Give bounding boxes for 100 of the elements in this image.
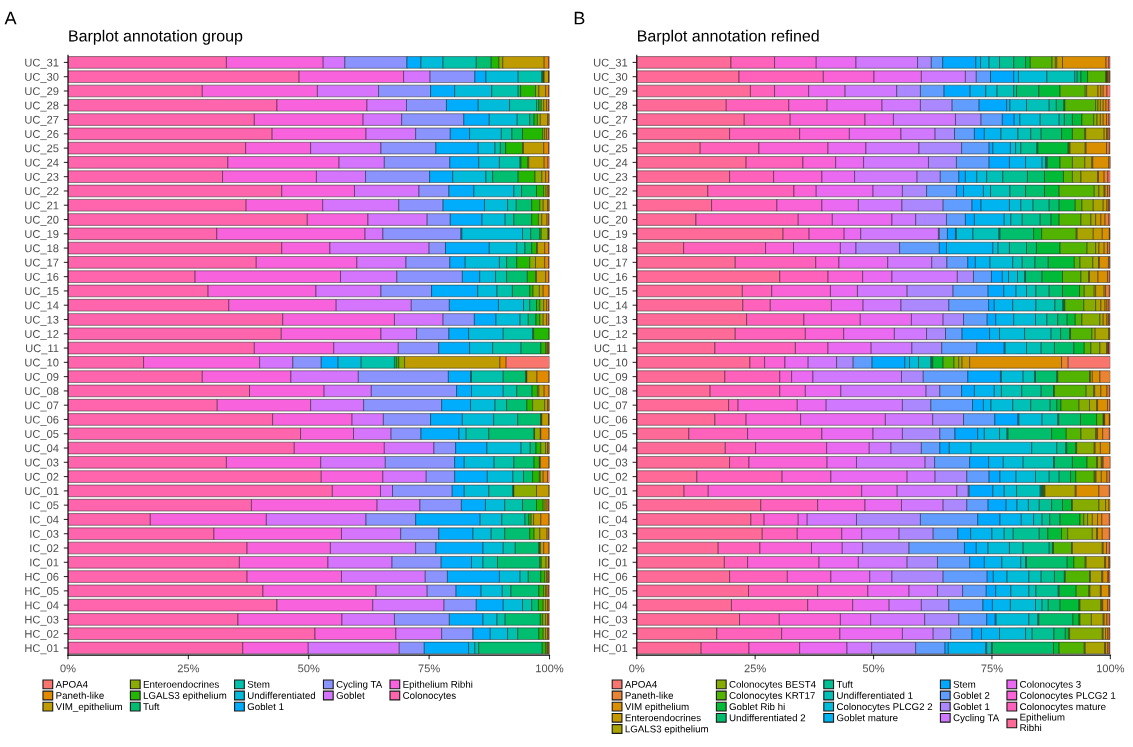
y-tick-label: UC_21 [593,201,628,212]
y-tick-label: IC_03 [30,529,59,540]
y-tick-label: UC_15 [593,287,628,298]
x-tick-label: 50% [298,664,320,673]
legend-label: Colonocytes KRT17 [729,691,815,701]
y-tick-label: UC_19 [25,230,59,241]
y-tick-label: UC_12 [593,330,628,341]
y-tick-label: UC_30 [593,72,628,83]
x-tick-label: 25% [744,664,766,673]
y-tick-label: UC_03 [593,458,628,469]
y-tick-label: UC_26 [25,130,59,141]
legend-label: APOA4 [55,680,88,688]
chart-title: Barplot annotation group [69,29,243,45]
y-tick-label: UC_25 [593,144,628,155]
y-tick-label: HC_03 [25,615,59,626]
x-tick-label: 75% [981,664,1003,673]
y-tick-label: UC_27 [25,115,59,126]
y-tick-label: UC_22 [25,187,59,198]
x-tick-label: 100% [536,664,564,673]
y-tick-label: UC_18 [25,244,59,255]
y-tick-label: UC_23 [593,172,628,183]
y-tick-label: UC_11 [26,344,59,355]
y-tick-label: UC_05 [25,430,59,440]
x-tick-label: 25% [177,664,200,673]
legend-label: Paneth-like [56,691,104,699]
y-tick-label: UC_14 [25,301,59,312]
legend-label: VIM epithelium [624,702,689,713]
y-tick-label: UC_21 [25,201,59,212]
legend-label: Undifferentiated 2 [729,714,806,722]
y-tick-label: UC_24 [25,158,59,169]
y-tick-label: IC_05 [599,501,628,512]
legend-label: Goblet 1 [247,702,284,711]
y-tick-label: UC_11 [594,344,628,355]
y-tick-label: UC_07 [593,401,628,412]
y-tick-label: UC_16 [25,272,59,283]
y-tick-label: UC_18 [593,244,628,255]
y-tick-label: UC_30 [25,72,59,83]
y-tick-label: UC_17 [25,258,59,269]
y-tick-label: UC_09 [25,372,59,383]
legend-label: Goblet [336,691,365,699]
y-tick-label: UC_06 [593,415,628,426]
y-tick-label: UC_05 [593,430,628,440]
y-tick-label: HC_03 [594,615,628,626]
y-tick-label: HC_05 [594,587,628,598]
y-tick-label: UC_20 [25,215,59,226]
y-tick-label: HC_04 [25,601,59,612]
y-tick-label: IC_03 [599,529,628,540]
y-tick-label: HC_06 [25,572,59,583]
y-tick-label: IC_04 [599,515,628,526]
legend-label: Cycling TA [336,680,383,690]
y-tick-label: HC_06 [594,572,628,583]
y-tick-label: UC_08 [25,387,59,398]
legend-label: Goblet mature [836,714,898,722]
x-tick-label: 0% [60,664,76,673]
y-tick-label: UC_13 [25,315,59,326]
legend-label: Goblet 2 [953,691,990,699]
y-tick-label: UC_28 [593,101,628,112]
text: A [4,11,17,25]
legend-label: Stem [953,680,976,688]
y-tick-label: UC_31 [25,58,59,69]
legend-label: Enteroendocrines [143,680,219,688]
y-tick-label: IC_01 [30,558,59,569]
y-tick-label: UC_07 [25,401,59,412]
legend-label: VIM_epithelium [55,702,122,713]
y-tick-label: UC_04 [25,444,59,455]
y-tick-label: UC_04 [593,444,628,455]
y-tick-label: UC_26 [593,130,628,141]
legend-label: Paneth-like [625,691,674,699]
y-tick-label: IC_02 [599,544,628,555]
legend-label: Stem [247,680,270,688]
legend-label: Undifferentiated 1 [837,691,913,699]
legend-label: Tuft [836,680,853,688]
y-tick-label: UC_08 [593,387,628,398]
legend-label: LGALS3 epithelium [625,725,708,735]
y-tick-label: IC_02 [30,544,59,555]
chart-title: Barplot annotation refined [638,29,819,45]
y-tick-label: UC_25 [25,144,59,155]
x-tick-label: 75% [418,664,440,673]
y-tick-label: UC_17 [593,258,628,269]
y-tick-label: UC_03 [25,458,59,469]
legend-label: Enteroendocrines [625,714,701,722]
y-tick-label: HC_02 [25,629,59,640]
legend-label: Colonocytes PLCG2 1 [1020,691,1116,701]
y-tick-label: UC_10 [25,358,59,369]
y-tick-label: UC_16 [593,272,628,283]
y-tick-label: UC_24 [593,158,628,169]
x-tick-label: 100% [1096,664,1125,673]
y-tick-label: UC_23 [25,172,59,183]
legend-label: Colonocytes [403,691,456,701]
y-tick-label: UC_06 [25,415,59,426]
y-tick-label: UC_09 [593,372,628,383]
legend-label: Tuft [143,702,160,711]
y-tick-label: HC_02 [594,629,628,640]
y-tick-label: UC_02 [593,472,628,483]
y-tick-label: UC_22 [593,187,628,198]
y-tick-label: HC_01 [25,644,59,655]
y-tick-label: UC_19 [593,230,628,241]
y-tick-label: UC_14 [593,301,628,312]
legend-label: Epithelium Ribhi [1020,713,1065,732]
y-tick-label: IC_01 [599,558,628,569]
